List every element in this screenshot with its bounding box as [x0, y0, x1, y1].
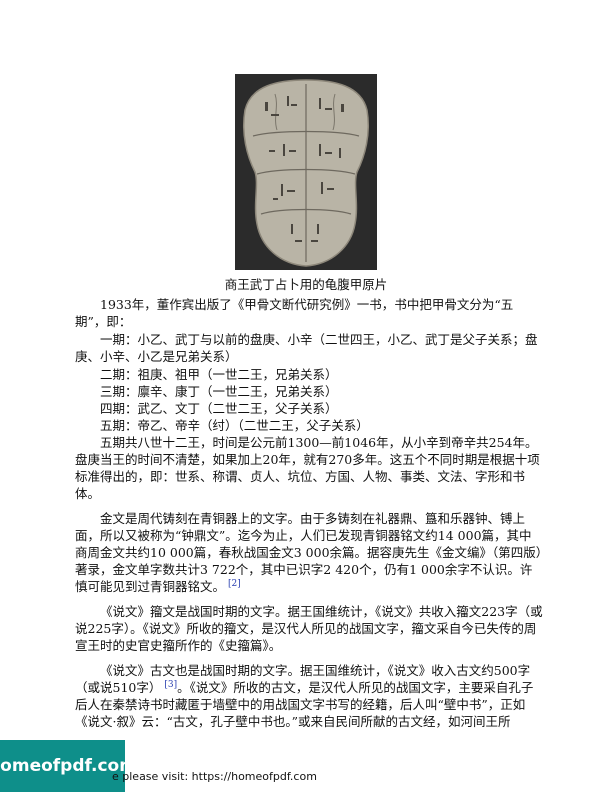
document-body: 1933年，董作宾出版了《甲骨文断代研究例》一书，书中把甲骨文分为“五期”，即：… — [75, 296, 543, 731]
paragraph-guwen-text-b: 。《说文》所收的古文，是汉代人所见的战国文字，主要采自孔子后人在秦禁诗书时藏匿于… — [75, 680, 534, 729]
paragraph-guwen: 《说文》古文也是战国时期的文字。据王国维统计，《说文》收入古文约500字（或说5… — [75, 662, 543, 730]
period-four: 四期：武乙、文丁（二世二王，父子关系） — [100, 401, 338, 416]
footnote-ref-2[interactable]: [2] — [228, 578, 241, 589]
period-three: 三期：廪辛、康丁（一世二王，兄弟关系） — [100, 384, 338, 399]
paragraph-zhouwen: 《说文》籀文是战国时期的文字。据王国维统计，《说文》共收入籀文223字（或说22… — [75, 604, 543, 653]
period-two: 二期：祖庚、祖甲（一世二王，兄弟关系） — [100, 367, 338, 382]
paragraph-guwen-text-a: 《说文》古文也是战国时期的文字。据王国维统计，《说文》收入古文约500字（或说5… — [75, 663, 531, 695]
paragraph-bronze-text: 金文是周代铸刻在青铜器上的文字。由于多铸刻在礼器鼎、簋和乐器钟、镈上面，所以又被… — [75, 511, 543, 594]
footnote-ref-3[interactable]: [3] — [164, 679, 178, 690]
period-one: 一期：小乙、武丁与以前的盘庚、小辛（二世四王，小乙、武丁是父子关系；盘庚、小辛、… — [75, 332, 538, 364]
turtle-plastron-image — [235, 74, 377, 270]
period-five: 五期：帝乙、帝辛（纣）（二世二王，父子关系） — [100, 418, 369, 433]
paragraph-five-periods: 五期共八世十二王，时间是公元前1300—前1046年，从小辛到帝辛共254年。盘… — [75, 435, 540, 501]
figure-caption: 商王武丁占卜用的龟腹甲原片 — [224, 277, 388, 292]
footer-visit-link[interactable]: e please visit: https://homeofpdf.com — [112, 770, 317, 783]
oracle-bone-photo — [235, 74, 377, 270]
paragraph-intro: 1933年，董作宾出版了《甲骨文断代研究例》一书，书中把甲骨文分为“五期”，即： — [75, 297, 514, 329]
paragraph-bronze-inscriptions: 金文是周代铸刻在青铜器上的文字。由于多铸刻在礼器鼎、簋和乐器钟、镈上面，所以又被… — [75, 510, 543, 595]
homeofpdf-logo-badge[interactable]: homeofpdf.com — [0, 740, 137, 792]
